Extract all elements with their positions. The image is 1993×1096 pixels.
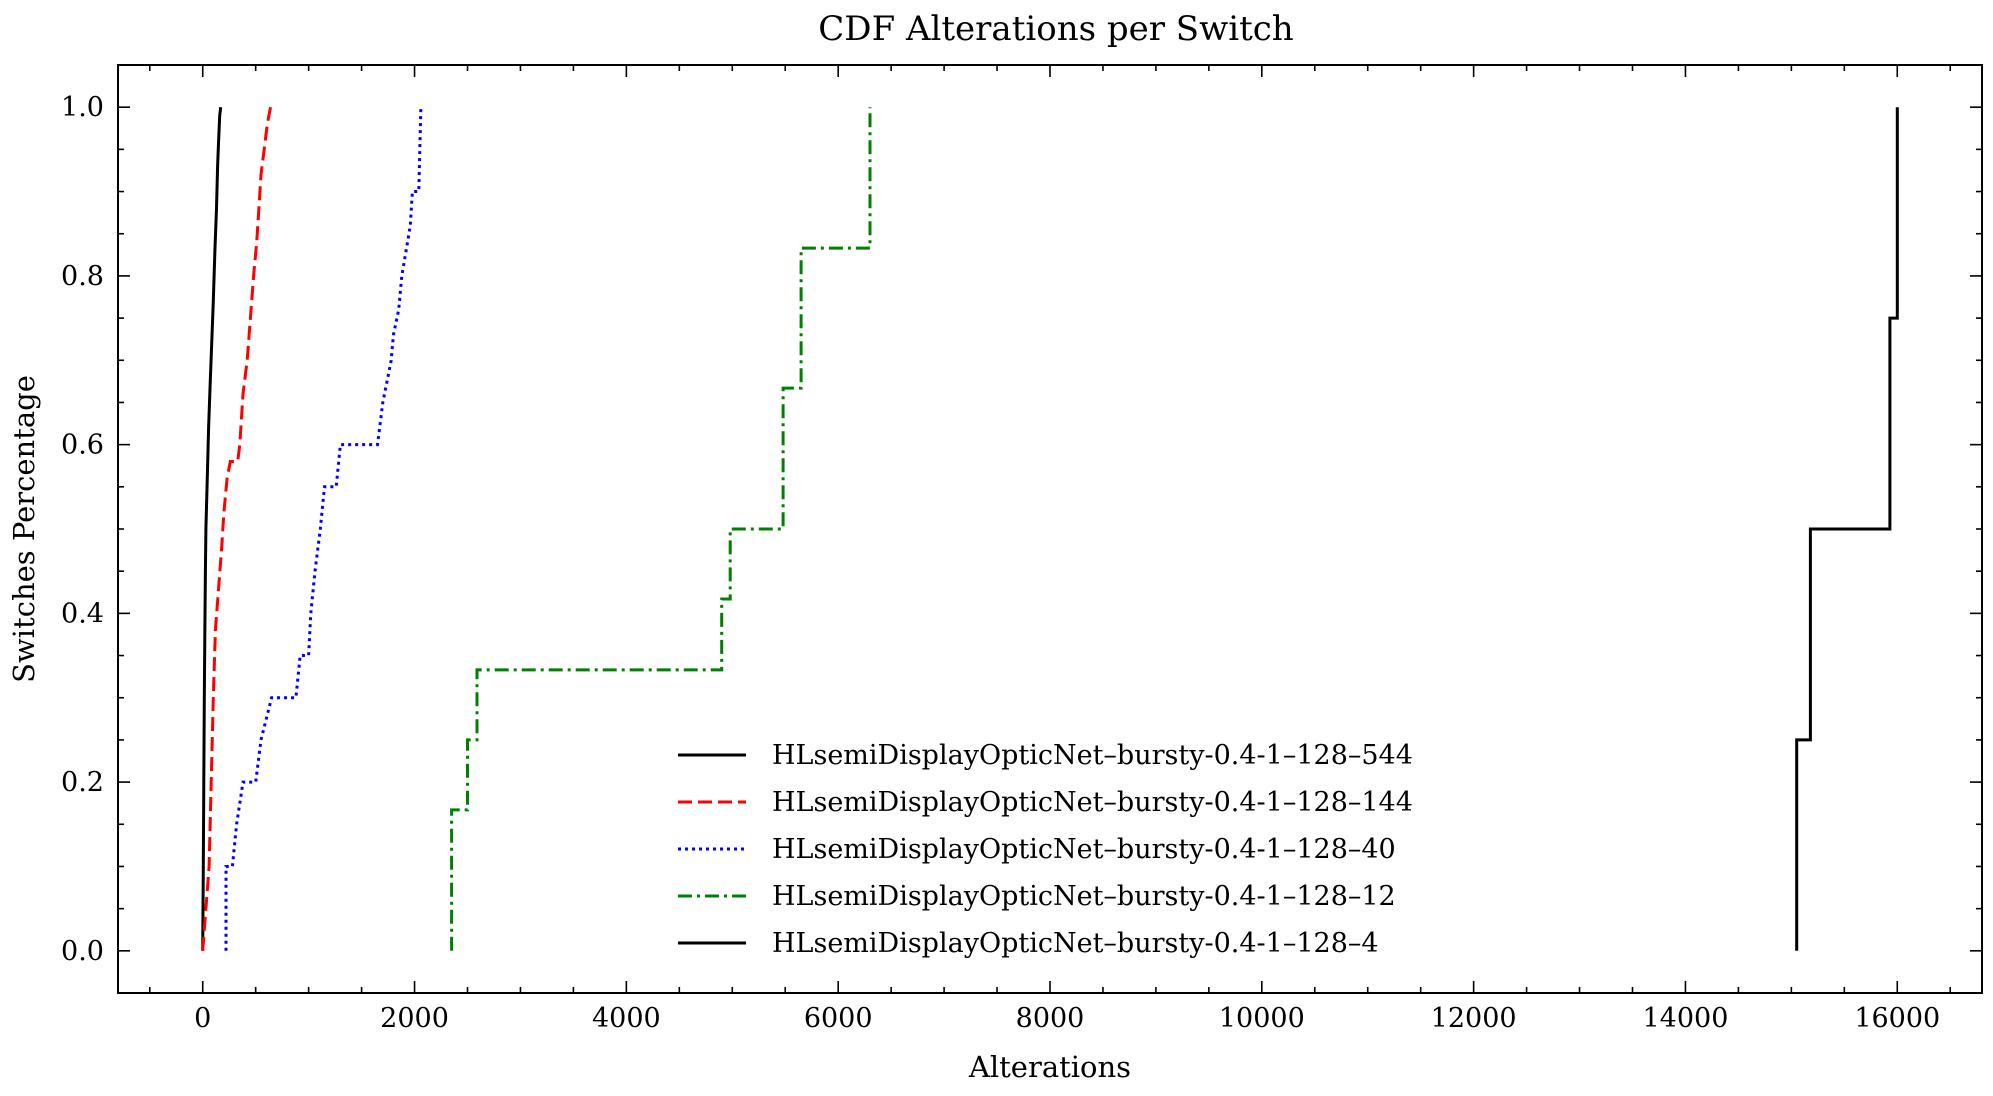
- x-tick-label: 10000: [1219, 1003, 1305, 1034]
- y-tick-label: 0.4: [61, 598, 104, 629]
- series-line-4: [450, 107, 872, 951]
- legend-label-1: HLsemiDisplayOpticNet–bursty-0.4-1–128–5…: [772, 740, 1413, 771]
- x-tick-label: 0: [194, 1003, 211, 1034]
- series-line-2: [201, 106, 272, 951]
- legend: HLsemiDisplayOpticNet–bursty-0.4-1–128–5…: [678, 740, 1413, 959]
- legend-label-4: HLsemiDisplayOpticNet–bursty-0.4-1–128–1…: [772, 881, 1396, 912]
- y-tick-label: 0.8: [61, 261, 104, 292]
- x-axis-label: Alterations: [968, 1050, 1131, 1084]
- y-tick-label: 0.0: [61, 936, 104, 967]
- x-tick-label: 14000: [1643, 1003, 1729, 1034]
- legend-label-3: HLsemiDisplayOpticNet–bursty-0.4-1–128–4…: [772, 834, 1396, 865]
- x-tick-label: 8000: [1016, 1003, 1085, 1034]
- axis-ticks: 0 2000 4000 6000 8000 10000 12000 14000 16000 0.0…: [61, 64, 1982, 1034]
- series-line-5: [1795, 107, 1899, 951]
- series-line-3: [224, 107, 423, 951]
- x-tick-label: 6000: [804, 1003, 873, 1034]
- chart-title: CDF Alterations per Switch: [818, 9, 1293, 49]
- series-line-1: [201, 107, 223, 951]
- y-axis-label: Switches Percentage: [7, 375, 41, 683]
- x-tick-label: 16000: [1854, 1003, 1940, 1034]
- y-tick-label: 0.2: [61, 767, 104, 798]
- plot-area: [201, 106, 1899, 951]
- y-tick-label: 0.6: [61, 430, 104, 461]
- y-tick-label: 1.0: [61, 92, 104, 123]
- legend-label-5: HLsemiDisplayOpticNet–bursty-0.4-1–128–4: [772, 928, 1379, 959]
- legend-label-2: HLsemiDisplayOpticNet–bursty-0.4-1–128–1…: [772, 787, 1413, 818]
- x-tick-label: 2000: [380, 1003, 449, 1034]
- x-tick-label: 12000: [1431, 1003, 1517, 1034]
- x-tick-label: 4000: [592, 1003, 661, 1034]
